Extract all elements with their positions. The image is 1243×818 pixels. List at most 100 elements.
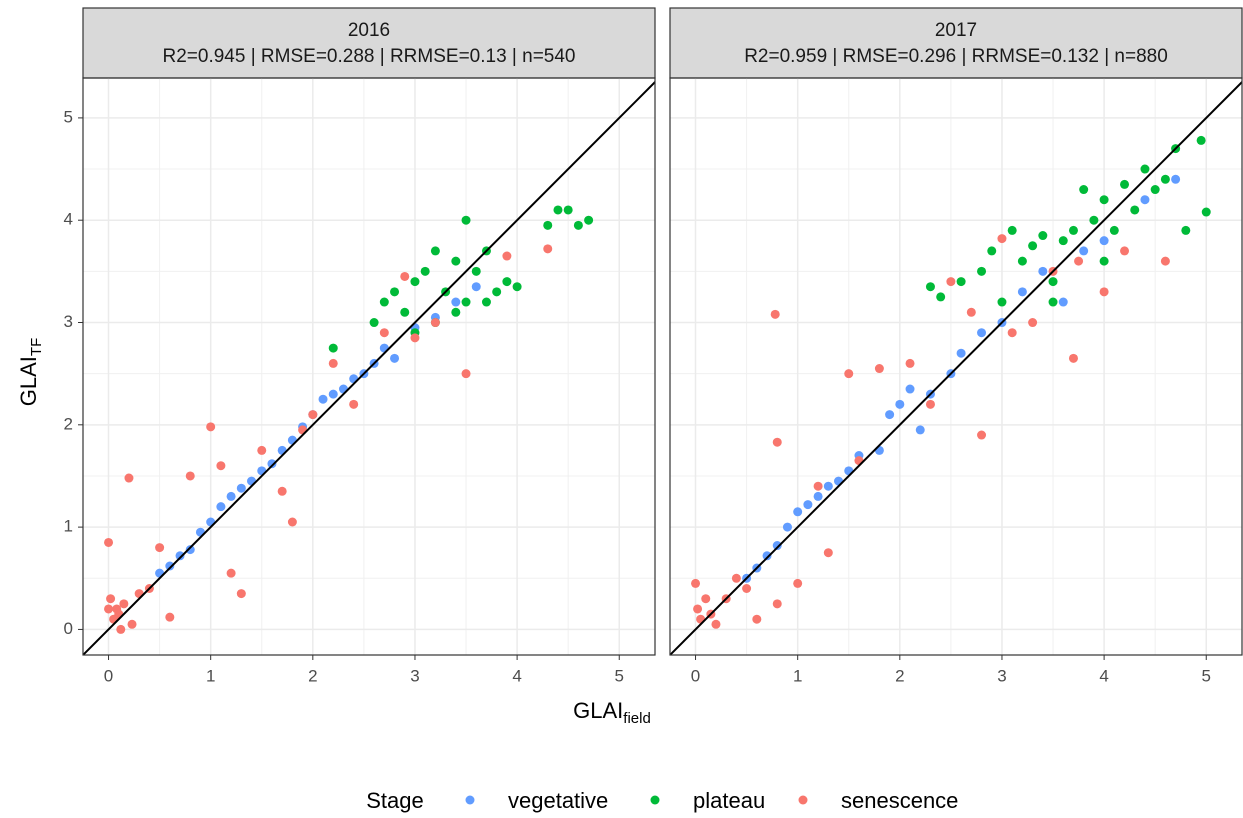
point [553, 205, 563, 215]
point [461, 215, 471, 225]
point [1079, 246, 1089, 256]
point [925, 399, 935, 409]
point [1120, 246, 1130, 256]
point [823, 481, 833, 491]
point [104, 537, 114, 547]
point [390, 353, 400, 363]
point [104, 604, 114, 614]
point [226, 491, 236, 501]
point [328, 358, 338, 368]
point [573, 220, 583, 230]
point [762, 551, 772, 561]
point [451, 297, 461, 307]
point [770, 309, 780, 319]
strip-background [669, 7, 1243, 79]
facet-title: 2017 [935, 20, 977, 41]
legend-label: vegetative [508, 788, 608, 813]
point [711, 619, 721, 629]
point [512, 282, 522, 292]
point [400, 271, 410, 281]
point [844, 369, 854, 379]
x-tick-label: 2 [308, 666, 317, 685]
point [502, 251, 512, 261]
point [693, 604, 703, 614]
panel-border [82, 77, 656, 656]
point [905, 384, 915, 394]
point [956, 277, 966, 287]
point [1007, 328, 1017, 338]
point [206, 422, 216, 432]
point [1048, 277, 1058, 287]
point [1099, 287, 1109, 297]
point [430, 246, 440, 256]
point [257, 445, 267, 455]
x-tick-label: 3 [410, 666, 419, 685]
point [106, 594, 116, 604]
point [1160, 174, 1170, 184]
point [400, 307, 410, 317]
point [966, 307, 976, 317]
point [1007, 225, 1017, 235]
point [1150, 185, 1160, 195]
point [318, 394, 328, 404]
y-label-sub: TF [28, 338, 45, 356]
point [328, 343, 338, 353]
x-tick-label: 5 [1202, 666, 1211, 685]
point [379, 297, 389, 307]
point [1099, 236, 1109, 246]
point [1201, 207, 1211, 217]
point [543, 244, 553, 254]
point [543, 220, 553, 230]
point [410, 277, 420, 287]
point [1196, 135, 1206, 145]
point [119, 599, 129, 609]
point [1017, 287, 1027, 297]
facet-subtitle: R2=0.959 | RMSE=0.296 | RRMSE=0.132 | n=… [744, 46, 1168, 67]
identity-line [83, 80, 655, 655]
point [1028, 241, 1038, 251]
point [915, 425, 925, 435]
point [946, 277, 956, 287]
point [328, 389, 338, 399]
x-tick-label: 0 [691, 666, 700, 685]
point [874, 364, 884, 374]
panel-border [669, 77, 1243, 656]
point [895, 399, 905, 409]
point [1140, 195, 1150, 205]
point [165, 612, 175, 622]
point [772, 541, 782, 551]
point [155, 543, 165, 553]
point [461, 297, 471, 307]
point [1079, 185, 1089, 195]
y-tick-label: 4 [64, 210, 73, 229]
point [997, 297, 1007, 307]
point [471, 266, 481, 276]
point [451, 307, 461, 317]
point [124, 473, 134, 483]
point [502, 277, 512, 287]
point [116, 624, 126, 634]
point [1120, 179, 1130, 189]
point [287, 517, 297, 527]
point [772, 599, 782, 609]
point [782, 522, 792, 532]
legend-label: plateau [693, 788, 765, 813]
point [956, 348, 966, 358]
point [1099, 195, 1109, 205]
point [1074, 256, 1084, 266]
point [752, 614, 762, 624]
point [349, 399, 359, 409]
point [308, 410, 318, 420]
point [165, 561, 175, 571]
point [1028, 318, 1038, 328]
legend-swatch [465, 795, 475, 805]
point [1038, 231, 1048, 241]
x-tick-label: 5 [615, 666, 624, 685]
point [987, 246, 997, 256]
point [997, 234, 1007, 244]
x-tick-label: 2 [895, 666, 904, 685]
point [1160, 256, 1170, 266]
point [461, 369, 471, 379]
point [216, 461, 226, 471]
x-tick-label: 0 [104, 666, 113, 685]
